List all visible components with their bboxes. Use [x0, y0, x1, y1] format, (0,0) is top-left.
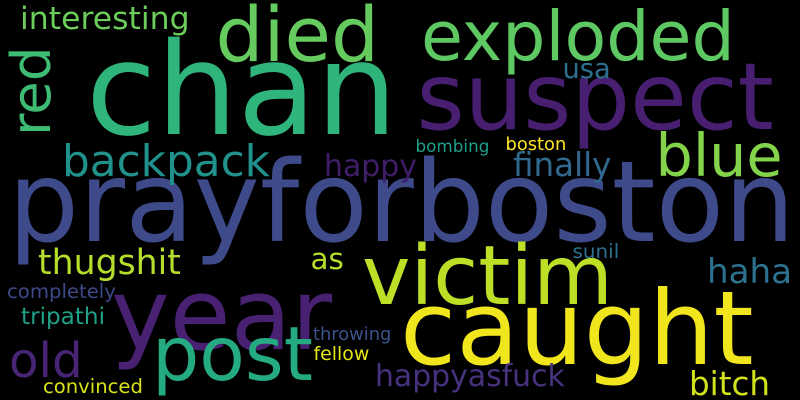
word-post: post [152, 310, 313, 398]
word-thugshit: thugshit [38, 243, 181, 283]
word-interesting: interesting [20, 1, 190, 37]
word-completely: completely [7, 280, 116, 303]
word-boston: boston [505, 133, 567, 155]
word-bitch: bitch [689, 365, 770, 400]
word-chan: chan [86, 16, 398, 165]
word-convinced: convinced [43, 375, 143, 398]
word-bombing: bombing [415, 135, 490, 156]
word-tripathi: tripathi [21, 304, 105, 330]
word-finally: finally [513, 146, 612, 184]
word-red: red [0, 46, 63, 137]
word-died: died [215, 0, 379, 79]
word-as: as [310, 241, 344, 276]
word-fellow: fellow [313, 342, 370, 365]
word-blue: blue [655, 120, 783, 190]
word-happy: happy [324, 149, 417, 184]
word-old: old [9, 333, 83, 389]
word-usa: usa [562, 53, 611, 85]
word-backpack: backpack [62, 135, 271, 187]
word-year: year [111, 257, 333, 373]
word-prayforboston: prayforboston [8, 138, 796, 268]
word-haha: haha [707, 251, 793, 292]
word-happyasfuck: happyasfuck [375, 359, 565, 394]
word-victim: victim [362, 229, 613, 324]
word-suspect: suspect [416, 43, 774, 151]
word-caught: caught [400, 270, 754, 389]
word-exploded: exploded [421, 0, 735, 77]
word-throwing: throwing [313, 323, 392, 345]
word-sunil: sunil [572, 238, 620, 263]
